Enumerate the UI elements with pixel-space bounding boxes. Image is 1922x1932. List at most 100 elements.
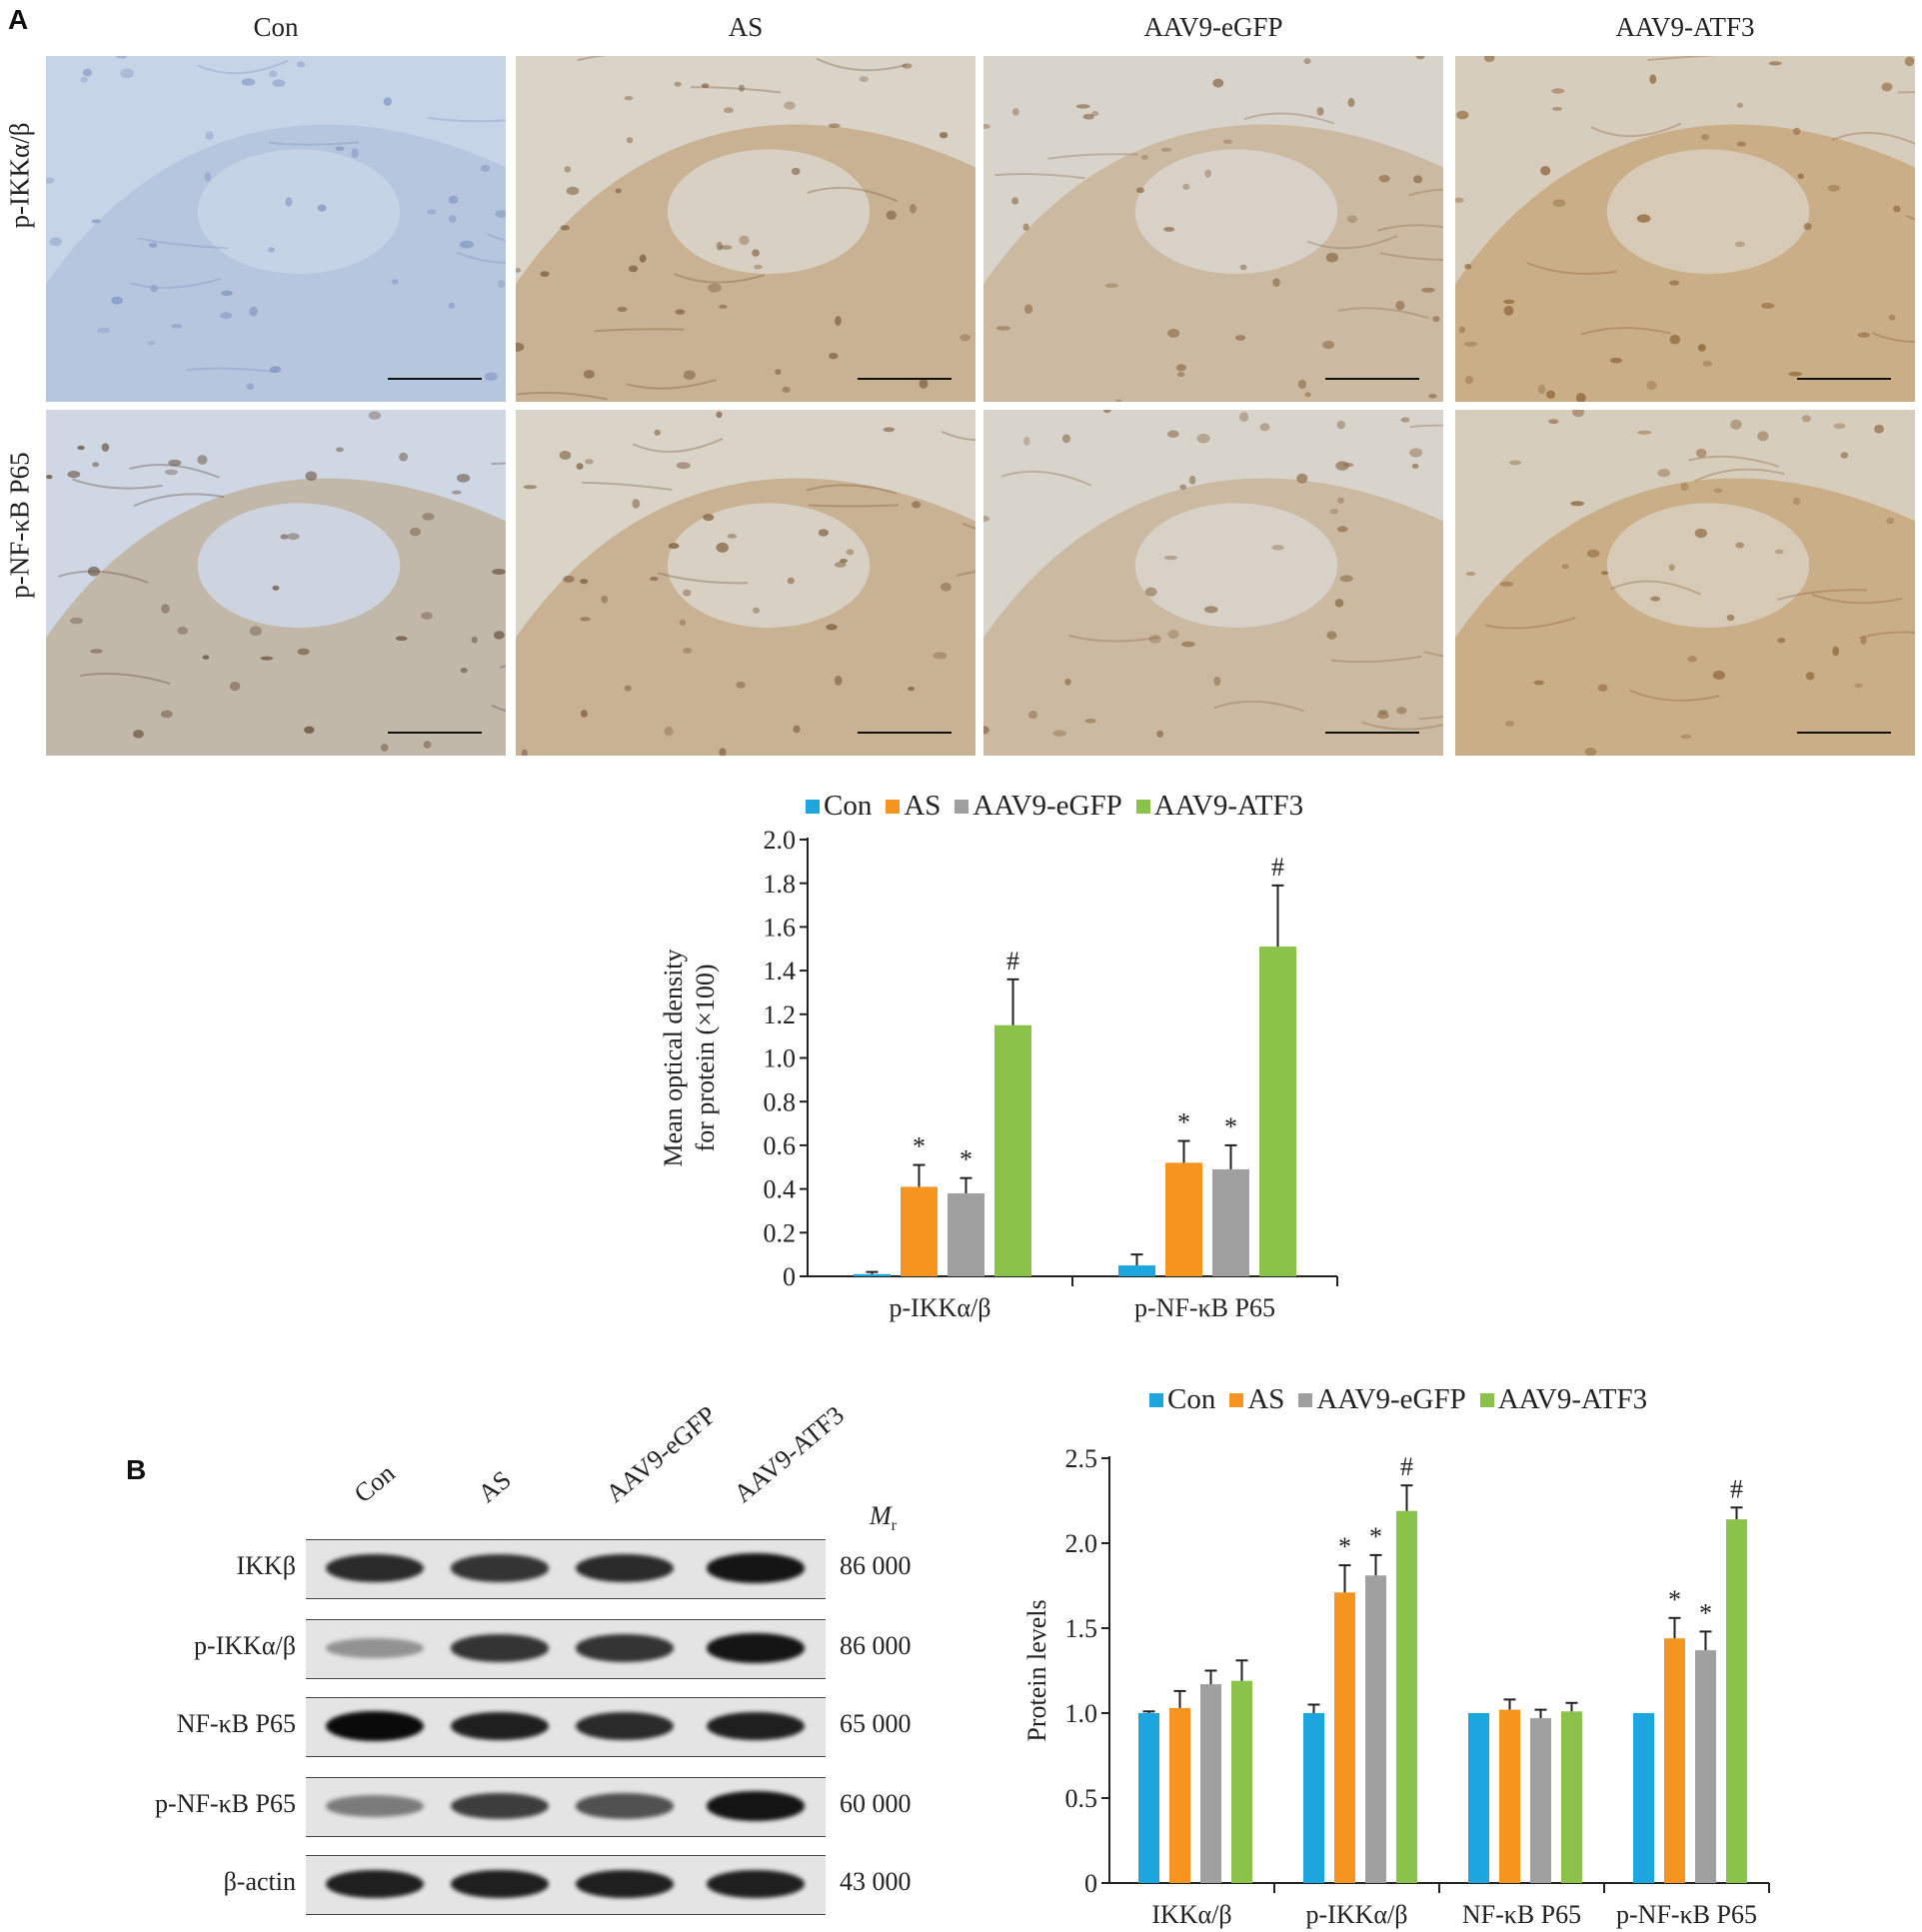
x-tick-label: p-NF-κB P65 — [1134, 1293, 1275, 1322]
y-tick-label: 1.8 — [764, 870, 797, 899]
bar — [1138, 1713, 1159, 1883]
blot-band — [576, 1793, 674, 1819]
blot-band — [576, 1554, 674, 1582]
column-label-con: Con — [253, 12, 299, 42]
scale-bar — [388, 732, 482, 734]
x-tick-label: p-IKKα/β — [1306, 1900, 1408, 1929]
legend-label: Con — [1167, 1383, 1216, 1415]
row-label-p-ikk: p-IKKα/β — [4, 122, 35, 229]
blot-band — [326, 1869, 424, 1899]
significance-mark: * — [1338, 1532, 1351, 1561]
bar — [1365, 1575, 1386, 1883]
significance-mark: * — [1224, 1112, 1237, 1141]
legend-swatch — [1135, 799, 1150, 814]
lane-label-con: Con — [348, 1458, 401, 1509]
blot-band — [451, 1869, 549, 1899]
blot-band — [707, 1869, 805, 1899]
blot-mr-value: 60 000 — [840, 1789, 912, 1818]
bar — [1212, 1168, 1249, 1276]
bar — [901, 1186, 938, 1276]
blot-label: p-NF-κB P65 — [155, 1789, 296, 1818]
bar — [854, 1273, 891, 1276]
panel-a-letter: A — [8, 4, 29, 35]
blot-mr-value: 65 000 — [840, 1709, 912, 1738]
blot-label: NF-κB P65 — [176, 1709, 296, 1738]
significance-mark: * — [1177, 1108, 1190, 1137]
bar — [1118, 1265, 1155, 1276]
y-axis-label: Mean optical density — [659, 949, 688, 1166]
micrograph-tile — [983, 56, 1443, 402]
x-tick-label: p-IKKα/β — [890, 1293, 991, 1322]
bar — [1499, 1709, 1520, 1883]
bar — [1396, 1510, 1417, 1883]
micrograph-tile — [46, 56, 506, 402]
scale-bar — [1797, 378, 1891, 380]
significance-mark: * — [1668, 1585, 1681, 1614]
legend-swatch — [955, 799, 969, 814]
blot-band — [707, 1711, 805, 1741]
scale-bar — [858, 378, 952, 380]
y-tick-label: 0.6 — [764, 1131, 797, 1160]
lane-label-aav9-egfp: AAV9-eGFP — [600, 1399, 722, 1509]
legend-item: AAV9-eGFP — [1298, 1383, 1466, 1416]
bar — [1334, 1592, 1355, 1883]
legend-item: AAV9-ATF3 — [1479, 1383, 1647, 1416]
significance-mark: * — [913, 1132, 926, 1161]
scale-bar — [858, 732, 952, 734]
micrograph-tile — [46, 410, 506, 756]
blot-band — [451, 1634, 549, 1662]
bar — [1726, 1519, 1747, 1883]
bar — [1468, 1713, 1489, 1883]
blot-band — [576, 1712, 674, 1740]
scale-bar — [1325, 378, 1419, 380]
y-tick-label: 0.5 — [1065, 1784, 1098, 1813]
blot-band — [451, 1554, 549, 1582]
column-label-aav9-atf3: AAV9-ATF3 — [1615, 12, 1755, 42]
y-tick-label: 0.2 — [764, 1218, 797, 1247]
legend-label: AAV9-ATF3 — [1153, 790, 1304, 822]
y-tick-label: 1.0 — [1065, 1699, 1098, 1728]
column-label-aav9-egfp: AAV9-eGFP — [1143, 12, 1283, 42]
y-tick-label: 2.5 — [1065, 1444, 1098, 1473]
blot-band — [707, 1791, 805, 1821]
bar — [1169, 1707, 1190, 1883]
bar — [1530, 1718, 1551, 1883]
y-tick-label: 1.6 — [764, 914, 797, 943]
scale-bar — [388, 378, 482, 380]
micrograph-tile — [983, 410, 1443, 756]
y-tick-label: 1.0 — [764, 1044, 797, 1073]
legend-item: AS — [886, 790, 941, 823]
blot-label: β-actin — [223, 1867, 296, 1896]
legend-item: AS — [1229, 1383, 1284, 1416]
bar — [994, 1024, 1031, 1276]
y-axis-label: for protein (×100) — [691, 965, 720, 1152]
column-label-as: AS — [728, 12, 764, 42]
x-tick-label: NF-κB P65 — [1462, 1900, 1581, 1929]
scale-bar — [1797, 732, 1891, 734]
y-tick-label: 1.5 — [1065, 1614, 1098, 1643]
chart-b-legend: Con AS AAV9-eGFP AAV9-ATF3 — [1149, 1383, 1661, 1416]
legend-label: Con — [824, 790, 873, 822]
blot-band — [576, 1634, 674, 1662]
significance-mark: # — [1400, 1452, 1413, 1481]
micrograph-tile — [516, 410, 975, 756]
mr-header: Mr — [870, 1501, 897, 1535]
bar — [1231, 1680, 1252, 1883]
y-tick-label: 1.4 — [764, 957, 797, 985]
micrograph-tile — [516, 56, 975, 402]
bar — [1633, 1713, 1654, 1883]
blot-band — [707, 1633, 805, 1663]
blot-label: p-IKKα/β — [194, 1631, 296, 1660]
legend-swatch — [806, 799, 820, 814]
blot-band — [326, 1638, 424, 1658]
y-tick-label: 0 — [1084, 1869, 1097, 1898]
significance-mark: # — [1271, 853, 1284, 882]
legend-item: Con — [1149, 1383, 1215, 1416]
significance-mark: # — [1006, 947, 1019, 975]
bar — [1165, 1162, 1202, 1276]
legend-swatch — [1479, 1392, 1494, 1407]
blot-mr-value: 43 000 — [840, 1867, 912, 1896]
bar — [1303, 1713, 1324, 1883]
legend-label: AS — [904, 790, 942, 822]
significance-mark: # — [1730, 1474, 1743, 1503]
